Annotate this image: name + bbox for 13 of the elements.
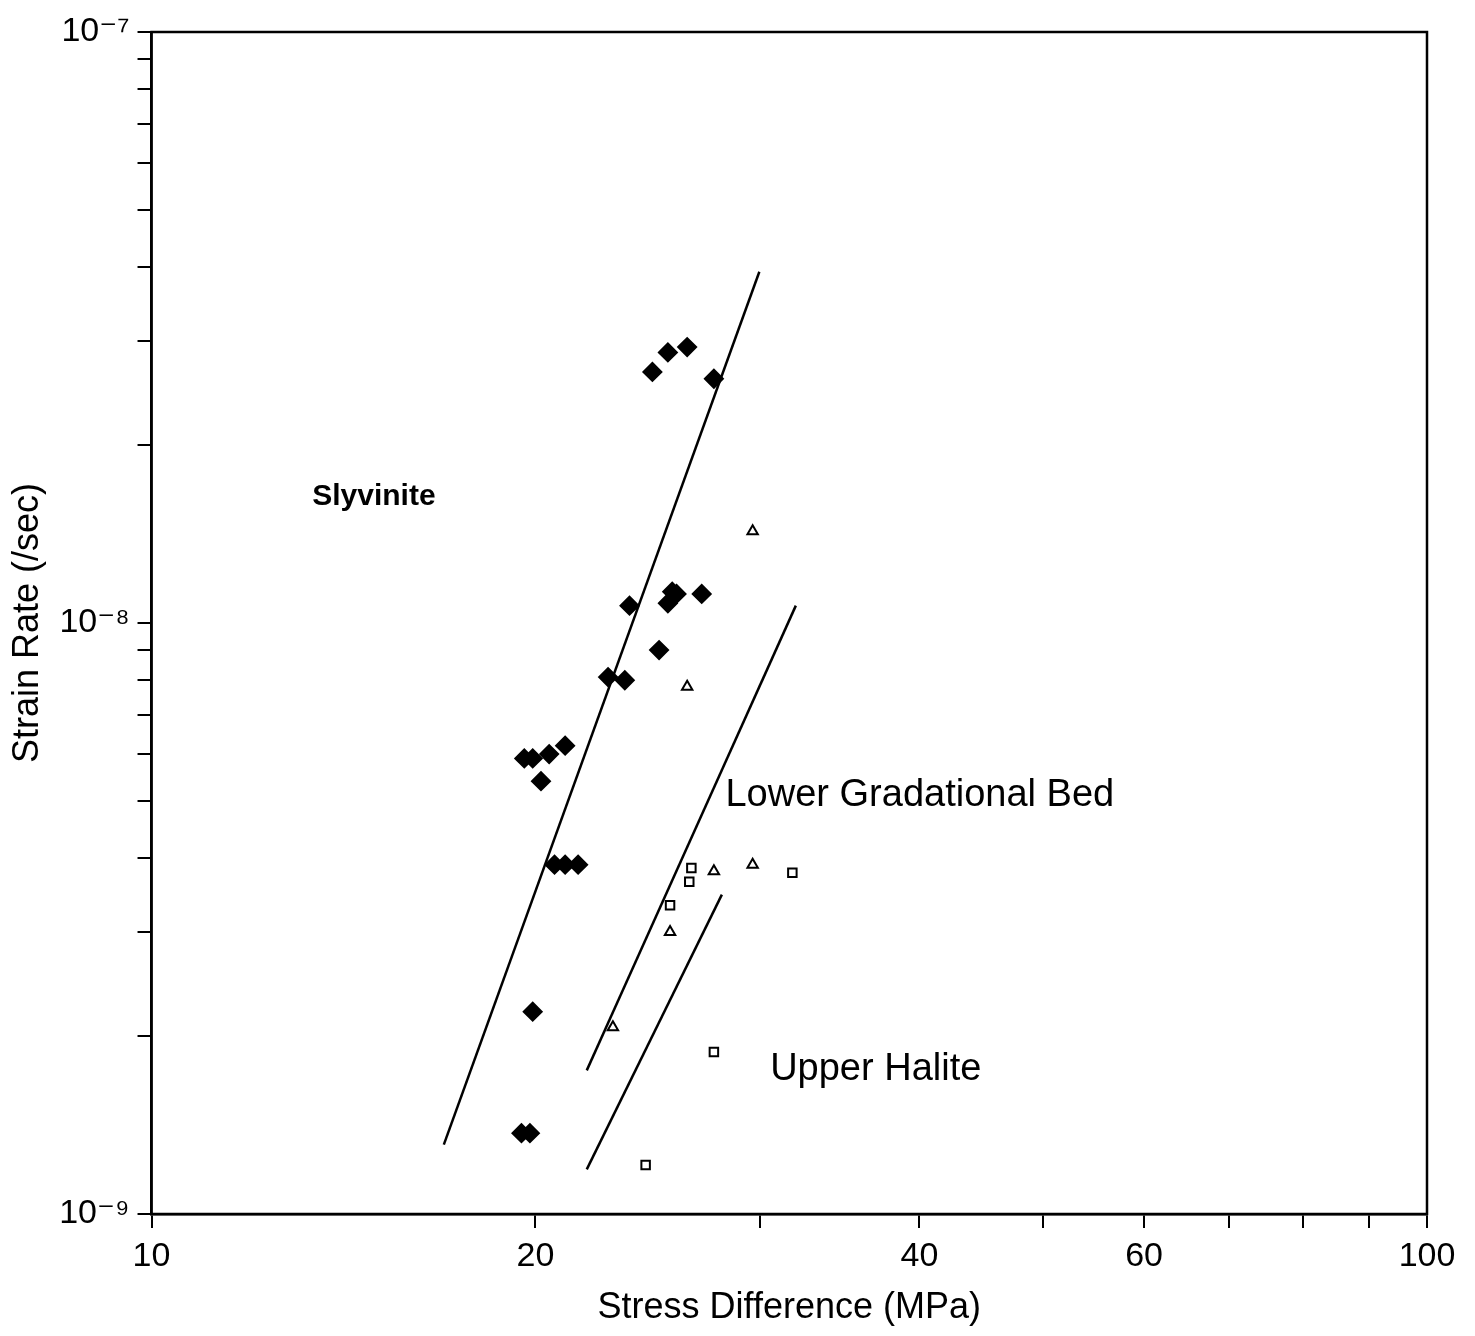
x-tick-label: 10	[132, 1234, 171, 1273]
x-tick-label: 100	[1398, 1234, 1456, 1273]
y-tick-label: 10⁻⁸	[59, 601, 130, 640]
x-tick-label: 60	[1125, 1234, 1163, 1273]
y-tick-label: 10⁻⁹	[59, 1192, 130, 1231]
annotation: Slyvinite	[312, 477, 436, 511]
y-axis-title: Strain Rate (/sec)	[4, 482, 46, 764]
x-tick-label: 40	[900, 1234, 939, 1273]
series-label: Upper Halite	[770, 1046, 982, 1089]
series-label: Lower Gradational Bed	[725, 772, 1115, 815]
y-tick-label: 10⁻⁷	[61, 10, 130, 49]
x-tick-label: 20	[516, 1234, 555, 1273]
x-axis-title: Stress Difference (MPa)	[597, 1285, 981, 1327]
